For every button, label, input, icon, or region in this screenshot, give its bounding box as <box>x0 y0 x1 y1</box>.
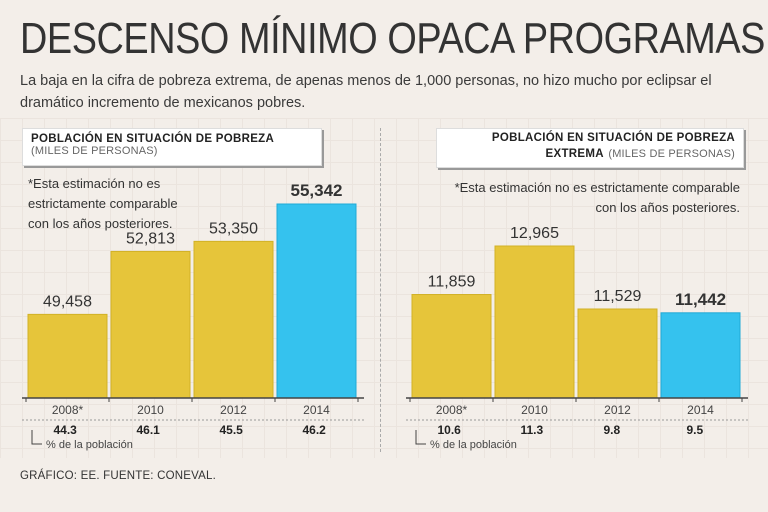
percent-value-0-0: 44.3 <box>54 423 78 437</box>
tick-label-0-0: 2008* <box>52 403 84 417</box>
left-note-line-1: *Esta estimación no es <box>28 176 161 191</box>
percent-value-0-1: 46.1 <box>137 423 161 437</box>
bar-0-2 <box>193 240 274 399</box>
tick-label-1-3: 2014 <box>687 403 714 417</box>
subtitle: La baja en la cifra de pobreza extrema, … <box>20 73 712 111</box>
right-panel-title: POBLACIÓN EN SITUACIÓN DE POBREZA <box>491 132 735 144</box>
tick-label-1-2: 2012 <box>604 403 631 417</box>
right-note-line-1: *Esta estimación no es estrictamente com… <box>454 180 740 195</box>
value-label-0-0: 49,458 <box>43 293 92 310</box>
bar-1-0 <box>411 294 492 399</box>
source-footer: GRÁFICO: EE. FUENTE: CONEVAL. <box>20 470 217 482</box>
percent-label-0: % de la población <box>46 439 133 451</box>
percent-value-0-3: 46.2 <box>303 423 327 437</box>
percent-value-0-2: 45.5 <box>220 423 244 437</box>
bar-0-1 <box>110 250 191 399</box>
percent-bracket-1 <box>415 430 426 445</box>
value-label-1-0: 11,859 <box>428 274 476 291</box>
percent-value-1-0: 10.6 <box>438 423 462 437</box>
value-label-1-3: 11,442 <box>675 290 726 309</box>
value-label-1-1: 12,965 <box>510 225 559 242</box>
bar-0-0 <box>27 313 108 399</box>
tick-label-0-3: 2014 <box>303 403 330 417</box>
percent-value-1-1: 11.3 <box>521 423 544 437</box>
left-note: *Esta estimación no es estrictamente com… <box>28 174 178 234</box>
left-panel-title: POBLACIÓN EN SITUACIÓN DE POBREZA <box>31 133 275 145</box>
tick-label-0-2: 2012 <box>220 403 247 417</box>
bar-1-2 <box>577 308 658 399</box>
right-note-line-2: con los años posteriores. <box>595 200 740 215</box>
left-panel-units: (MILES DE PERSONAS) <box>31 145 158 157</box>
value-label-0-3: 55,342 <box>291 181 343 200</box>
value-label-0-1: 52,813 <box>126 230 175 247</box>
left-panel-header: POBLACIÓN EN SITUACIÓN DE POBREZA (MILES… <box>22 128 322 166</box>
tick-label-1-1: 2010 <box>521 403 548 417</box>
panel-divider <box>380 128 381 452</box>
percent-value-1-2: 9.8 <box>604 423 621 437</box>
value-label-1-2: 11,529 <box>594 288 642 305</box>
left-note-line-2: estrictamente comparable <box>28 196 178 211</box>
bar-1-3 <box>660 312 741 399</box>
tick-label-1-0: 2008* <box>436 403 468 417</box>
left-note-line-3: con los años posteriores. <box>28 216 173 231</box>
tick-label-0-1: 2010 <box>137 403 164 417</box>
value-label-0-2: 53,350 <box>209 220 258 237</box>
right-panel-units: (MILES DE PERSONAS) <box>608 148 735 160</box>
percent-label-1: % de la población <box>430 439 517 451</box>
right-panel-header: POBLACIÓN EN SITUACIÓN DE POBREZA EXTREM… <box>436 128 744 168</box>
headline: DESCENSO MÍNIMO OPACA PROGRAMAS <box>20 14 765 63</box>
bar-0-3 <box>276 203 357 399</box>
right-note: *Esta estimación no es estrictamente com… <box>400 178 740 218</box>
bar-1-1 <box>494 245 575 399</box>
right-panel-title-line2: EXTREMA <box>545 148 604 160</box>
percent-bracket-0 <box>31 430 42 445</box>
percent-value-1-3: 9.5 <box>687 423 704 437</box>
